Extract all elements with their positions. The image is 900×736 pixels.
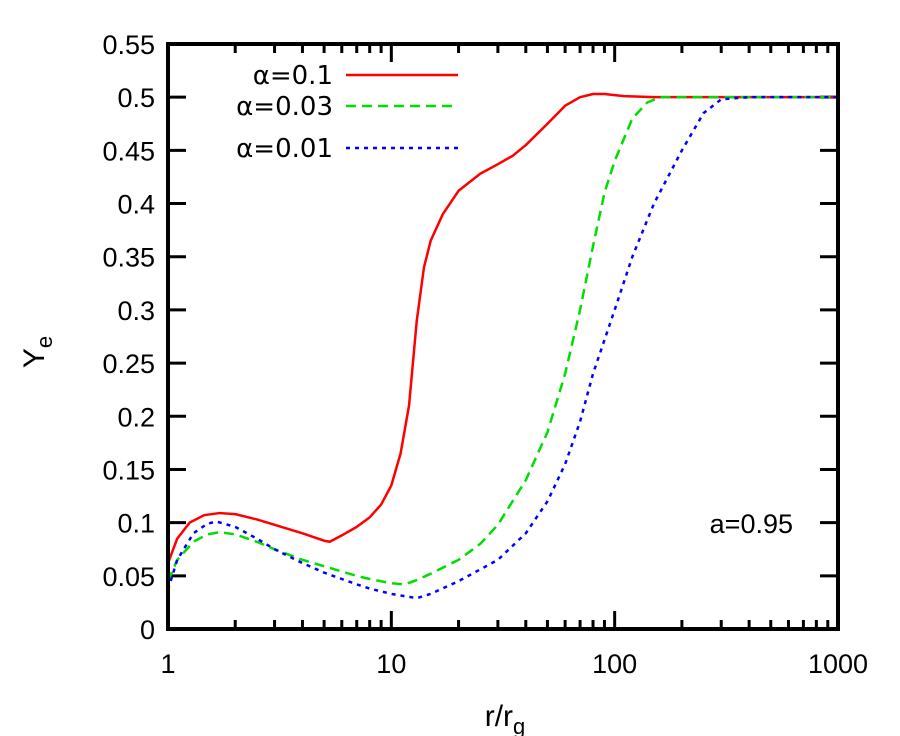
y-tick-label: 0.3 bbox=[117, 296, 155, 326]
y-tick-label: 0 bbox=[140, 615, 155, 645]
y-axis-label: Ye bbox=[18, 336, 57, 368]
series-line-1 bbox=[166, 95, 838, 586]
x-tick-label: 100 bbox=[592, 649, 637, 679]
y-tick-label: 0.55 bbox=[102, 30, 155, 60]
series-lines bbox=[166, 92, 838, 600]
legend-label-alpha-0.1: α=0.1 bbox=[253, 61, 333, 91]
plot-frame bbox=[166, 42, 840, 631]
legend-label-alpha-0.03: α=0.03 bbox=[236, 92, 333, 122]
x-tick-label: 1000 bbox=[808, 649, 868, 679]
x-tick-label: 1 bbox=[160, 649, 175, 679]
y-tick-label: 0.5 bbox=[117, 83, 155, 113]
spin-annotation: a=0.95 bbox=[710, 509, 793, 539]
y-tick-label: 0.2 bbox=[117, 402, 155, 432]
legend-label-alpha-0.01: α=0.01 bbox=[236, 134, 333, 164]
x-axis-label: r/rg bbox=[485, 700, 526, 736]
y-tick-label: 0.45 bbox=[102, 136, 155, 166]
y-tick-label: 0.25 bbox=[102, 349, 155, 379]
series-line-0 bbox=[166, 92, 838, 564]
y-tick-label: 0.35 bbox=[102, 243, 155, 273]
y-tick-label: 0.1 bbox=[117, 509, 155, 539]
y-tick-label: 0.05 bbox=[102, 562, 155, 592]
legend: α=0.1 α=0.03 α=0.01 bbox=[236, 61, 458, 164]
y-tick-label: 0.4 bbox=[117, 190, 155, 220]
axis-ticks bbox=[166, 42, 840, 631]
series-line-2 bbox=[166, 95, 838, 600]
y-tick-label: 0.15 bbox=[102, 455, 155, 485]
tick-labels: 0 0.05 0.1 0.15 0.2 0.25 0.3 0.35 0.4 0.45 0.5 0.55… bbox=[102, 30, 868, 679]
x-tick-label: 10 bbox=[376, 649, 406, 679]
